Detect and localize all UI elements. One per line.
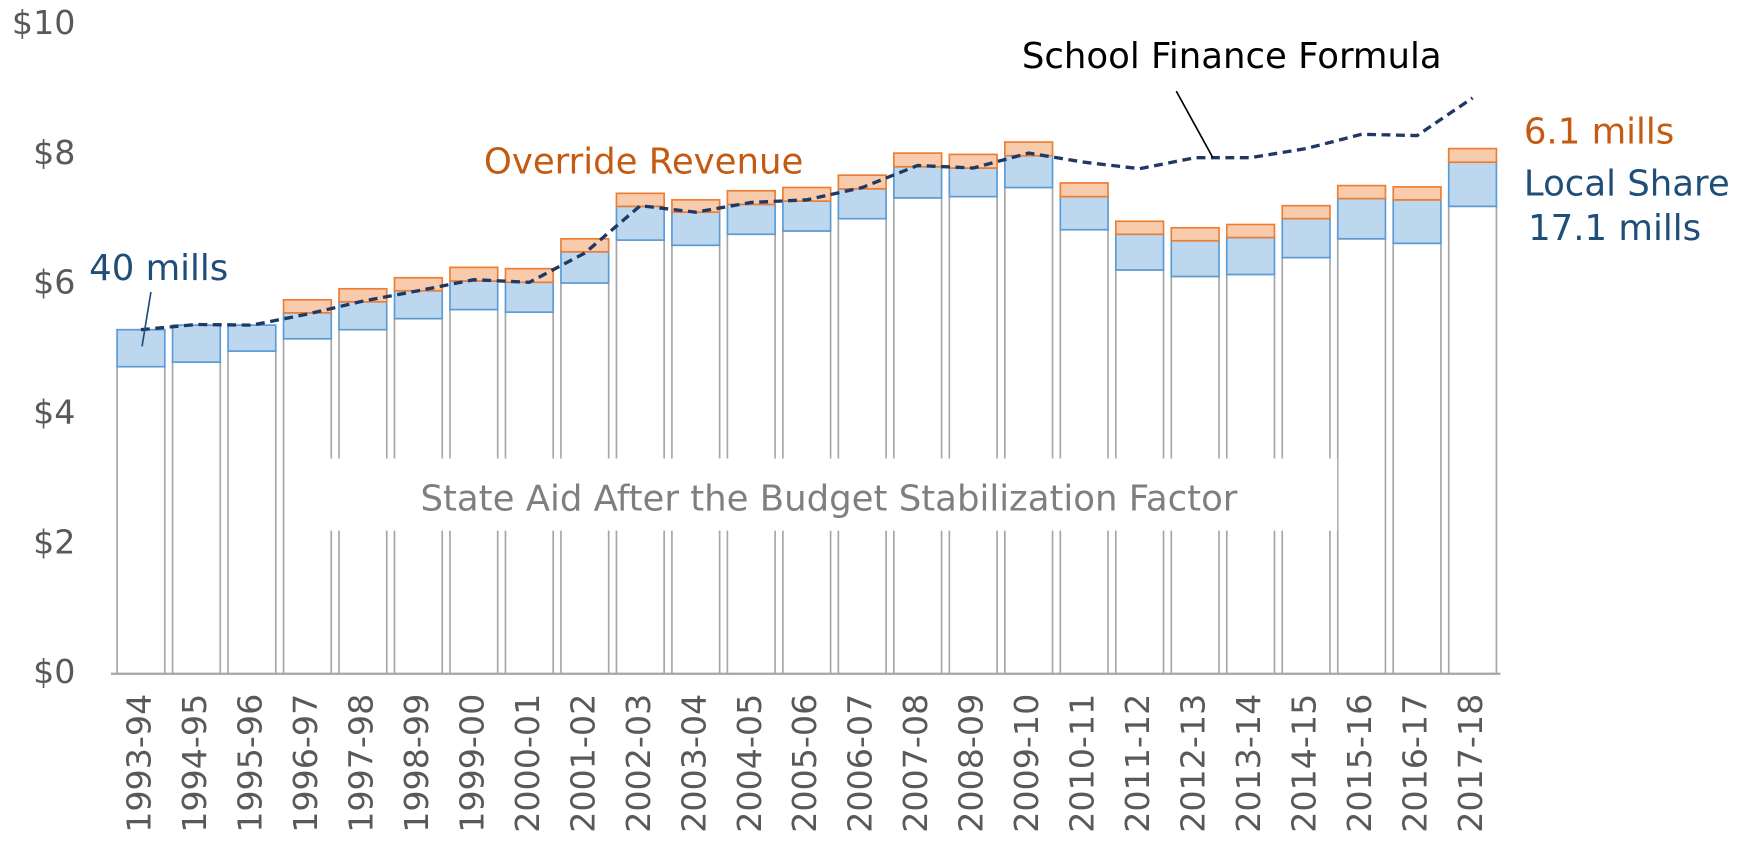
bar-segment <box>1170 239 1220 278</box>
bar-segment <box>1225 236 1276 276</box>
x-tick-label: 2002-03 <box>619 694 658 833</box>
x-tick-label: 2012-13 <box>1174 694 1213 833</box>
x-tick-label: 1997-98 <box>341 694 380 833</box>
bar-segment <box>1447 161 1498 208</box>
state-aid-label: State Aid After the Budget Stabilization… <box>420 479 1237 520</box>
y-tick-label: $4 <box>33 393 75 432</box>
y-tick-label: $8 <box>33 133 75 172</box>
bar-segment <box>615 239 665 675</box>
bar-segment <box>837 187 887 220</box>
x-tick-label: 1999-00 <box>452 694 491 833</box>
x-tick-label: 1995-96 <box>230 694 269 833</box>
y-tick-label: $6 <box>33 263 75 302</box>
x-tick-label: 2017-18 <box>1451 694 1490 833</box>
x-tick-label: 2004-05 <box>730 694 769 833</box>
bar-segment <box>1170 226 1220 242</box>
bar-segment <box>227 350 277 675</box>
bar-segment <box>893 197 943 675</box>
bar-segment <box>1114 233 1165 271</box>
label-background <box>321 458 1338 531</box>
x-tick-label: 2010-11 <box>1063 694 1102 833</box>
bar-segment <box>227 324 277 352</box>
bar-segment <box>1114 220 1165 236</box>
override-mills-label: 6.1 mills <box>1524 111 1674 152</box>
formula-label: School Finance Formula <box>1022 36 1442 77</box>
x-tick-label: 2016-17 <box>1396 694 1435 833</box>
bar-segment <box>1003 186 1054 675</box>
bar-segment <box>1392 186 1442 201</box>
x-tick-label: 2008-09 <box>952 694 991 833</box>
x-tick-label: 2011-12 <box>1118 694 1157 833</box>
bar-segment <box>282 298 333 314</box>
bar-segment <box>615 192 665 208</box>
bar-segment <box>671 211 721 247</box>
formula-line <box>140 96 1474 332</box>
bar-segment <box>504 281 555 313</box>
bar-segment <box>1281 217 1331 259</box>
bar-segment <box>1059 228 1109 675</box>
x-tick-label: 2006-07 <box>841 694 880 833</box>
y-tick-label: $0 <box>33 652 75 691</box>
bar-segment <box>726 203 776 236</box>
bar-segment <box>1336 197 1387 240</box>
bar-segment <box>726 233 776 675</box>
bar-segment <box>116 328 166 368</box>
x-tick-label: 1998-99 <box>397 694 436 833</box>
x-tick-label: 1993-94 <box>119 694 158 833</box>
bar-segment <box>116 365 166 675</box>
x-tick-label: 2014-15 <box>1285 694 1324 833</box>
x-tick-label: 2007-08 <box>896 694 935 833</box>
plot <box>110 96 1501 675</box>
bar-segment <box>449 280 499 311</box>
bar-segment <box>837 217 887 675</box>
bar-segment <box>782 230 832 675</box>
x-tick-label: 2015-16 <box>1340 694 1379 833</box>
bar-segment <box>1447 205 1498 675</box>
x-tick-label: 2001-02 <box>563 694 602 833</box>
bar-segment <box>615 205 665 241</box>
leader-line <box>1175 90 1214 159</box>
bar-segment <box>1447 147 1498 164</box>
x-tick-label: 2005-06 <box>785 694 824 833</box>
x-tick-label: 1994-95 <box>175 694 214 833</box>
bar-segment <box>1281 204 1331 220</box>
bar-segment <box>1003 154 1054 189</box>
bar-segment <box>171 324 222 363</box>
bar-segment <box>1392 199 1442 245</box>
bar-segment <box>560 237 610 253</box>
x-tick-label: 2003-04 <box>674 694 713 833</box>
bar-segment <box>948 195 998 675</box>
bar-segment <box>393 276 444 292</box>
bar-segment <box>1392 242 1442 675</box>
bar-segment <box>948 167 998 198</box>
local-mills-label: 17.1 mills <box>1528 208 1701 249</box>
mills-label: 40 mills <box>89 248 228 289</box>
override-label: Override Revenue <box>484 141 803 182</box>
x-tick-label: 2013-14 <box>1229 694 1268 833</box>
bar-segment <box>1059 195 1109 231</box>
bar-segment <box>1225 223 1276 239</box>
bar-segment <box>171 361 222 675</box>
leader-line <box>141 291 152 347</box>
x-tick-label: 2009-10 <box>1007 694 1046 833</box>
x-tick-label: 2000-01 <box>508 694 547 833</box>
bar-segment <box>1003 141 1054 157</box>
x-tick-label: 1996-97 <box>286 694 325 833</box>
bar-segment <box>1336 237 1387 675</box>
bar-segment <box>1336 184 1387 200</box>
bar-segment <box>782 200 832 232</box>
y-tick-label: $10 <box>12 3 76 42</box>
y-tick-label: $2 <box>33 522 75 561</box>
bar-segment <box>1059 182 1109 198</box>
bar-segment <box>560 250 610 284</box>
local-share-label: Local Share <box>1524 163 1730 204</box>
